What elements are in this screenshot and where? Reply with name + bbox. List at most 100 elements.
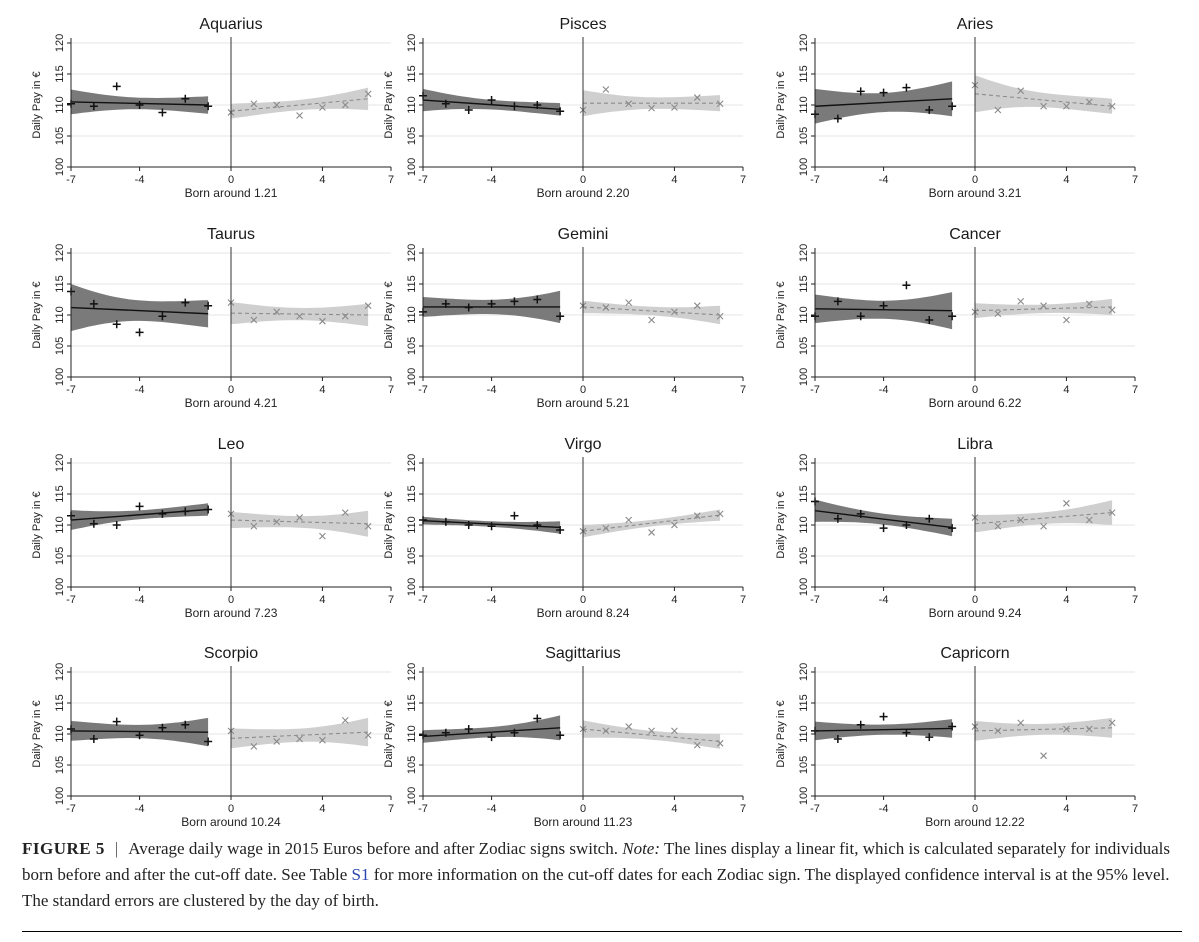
x-tick-label: -7: [810, 384, 820, 396]
x-marker: [1063, 499, 1070, 507]
x-marker: [296, 112, 303, 119]
y-tick-label: 115: [798, 485, 810, 503]
plus-marker: [902, 281, 911, 290]
x-marker: [1017, 297, 1025, 305]
x-tick-label: 4: [671, 594, 677, 606]
fit-line-after: [230, 519, 369, 525]
y-tick-label: 110: [54, 306, 66, 324]
x-tick-label: -4: [135, 384, 145, 396]
y-axis-label: Daily Pay in €: [383, 700, 395, 767]
y-tick-label: 120: [798, 34, 810, 52]
plus-marker: [112, 320, 121, 329]
panel-aries: 100 105 110 115 120 -7 -4 0 4 7 Aries Born around 3…: [775, 16, 1138, 200]
ci-band-before: [423, 715, 561, 743]
plus-marker: [487, 522, 496, 531]
x-axis-label: Born around 12.22: [925, 815, 1025, 829]
y-tick-label: 115: [406, 65, 418, 83]
y-axis-label: Daily Pay in €: [775, 700, 787, 767]
x-tick-label: -7: [66, 174, 76, 186]
x-marker: [625, 299, 633, 306]
panel-title: Gemini: [558, 226, 609, 243]
x-tick-label: 0: [580, 384, 586, 396]
plus-marker: [204, 505, 213, 514]
ci-band-after: [583, 720, 721, 749]
x-marker: [671, 308, 678, 316]
y-tick-label: 105: [798, 127, 810, 145]
x-marker: [319, 532, 326, 540]
x-marker: [319, 317, 326, 325]
plus-marker: [833, 297, 842, 306]
x-tick-label: -7: [66, 384, 76, 396]
x-tick-label: 7: [1132, 803, 1138, 815]
y-tick-label: 120: [54, 34, 66, 52]
table-s1-link[interactable]: S1: [351, 865, 370, 884]
x-tick-label: 4: [319, 803, 325, 815]
plus-marker: [158, 312, 167, 321]
plus-marker: [181, 298, 190, 307]
plus-marker: [948, 102, 957, 111]
caption-label: FIGURE 5: [22, 839, 105, 858]
x-tick-label: 0: [972, 174, 978, 186]
plus-marker: [135, 101, 144, 109]
x-marker: [716, 312, 724, 320]
x-axis-label: Born around 3.21: [929, 186, 1022, 200]
x-marker: [364, 522, 372, 530]
panel-title: Libra: [957, 436, 993, 453]
y-axis-label: Daily Pay in €: [31, 281, 43, 348]
ci-band-after: [231, 717, 369, 749]
panel-scorpio: 100 105 110 115 120 -7 -4 0 4 7 Scorpio Born around…: [31, 645, 394, 829]
x-marker: [250, 100, 258, 108]
y-axis-label: Daily Pay in €: [383, 491, 395, 558]
plus-marker: [879, 88, 888, 97]
y-tick-label: 100: [798, 578, 810, 596]
y-tick-label: 105: [54, 547, 66, 565]
x-marker: [1108, 509, 1116, 516]
y-tick-label: 105: [54, 337, 66, 355]
panel-title: Leo: [218, 436, 245, 453]
x-axis-label: Born around 11.23: [534, 815, 633, 829]
x-tick-label: -7: [66, 803, 76, 815]
x-tick-label: -7: [418, 803, 428, 815]
y-tick-label: 120: [54, 663, 66, 681]
x-tick-label: 4: [671, 803, 677, 815]
ci-band-before: [815, 292, 953, 330]
y-axis-label: Daily Pay in €: [31, 700, 43, 767]
y-tick-label: 115: [54, 65, 66, 83]
x-tick-label: -4: [487, 803, 497, 815]
y-tick-label: 100: [406, 787, 418, 805]
plus-marker: [464, 303, 473, 312]
x-marker: [364, 731, 372, 739]
y-tick-label: 120: [406, 34, 418, 52]
x-tick-label: 4: [1063, 384, 1069, 396]
x-marker: [671, 521, 678, 529]
y-tick-label: 105: [798, 547, 810, 565]
x-tick-label: -4: [487, 174, 497, 186]
y-tick-label: 120: [406, 663, 418, 681]
x-tick-label: -4: [487, 594, 497, 606]
x-tick-label: -4: [879, 174, 889, 186]
plus-marker: [487, 733, 496, 742]
caption-text-2: The lines display a linear fit, which is…: [22, 839, 1171, 884]
fit-line-before: [70, 306, 209, 315]
x-marker: [1040, 522, 1047, 530]
x-marker: [1017, 719, 1025, 727]
panel-libra: 100 105 110 115 120 -7 -4 0 4 7 Libra Born around 9…: [775, 436, 1138, 620]
x-marker: [1040, 102, 1047, 110]
x-tick-label: 4: [319, 594, 325, 606]
x-tick-label: 0: [972, 594, 978, 606]
x-marker: [1040, 752, 1047, 760]
plus-marker: [441, 517, 450, 526]
plus-marker: [925, 105, 934, 114]
y-tick-label: 110: [798, 96, 810, 114]
y-axis-label: Daily Pay in €: [31, 491, 43, 558]
x-tick-label: 7: [1132, 594, 1138, 606]
fit-line-after: [974, 93, 1113, 107]
x-marker: [994, 522, 1002, 530]
y-tick-label: 110: [406, 516, 418, 534]
x-tick-label: 0: [228, 384, 234, 396]
fit-line-before: [814, 98, 953, 107]
x-axis-label: Born around 4.21: [185, 396, 278, 410]
x-tick-label: 7: [388, 594, 394, 606]
plus-marker: [533, 295, 542, 304]
y-tick-label: 100: [54, 158, 66, 176]
